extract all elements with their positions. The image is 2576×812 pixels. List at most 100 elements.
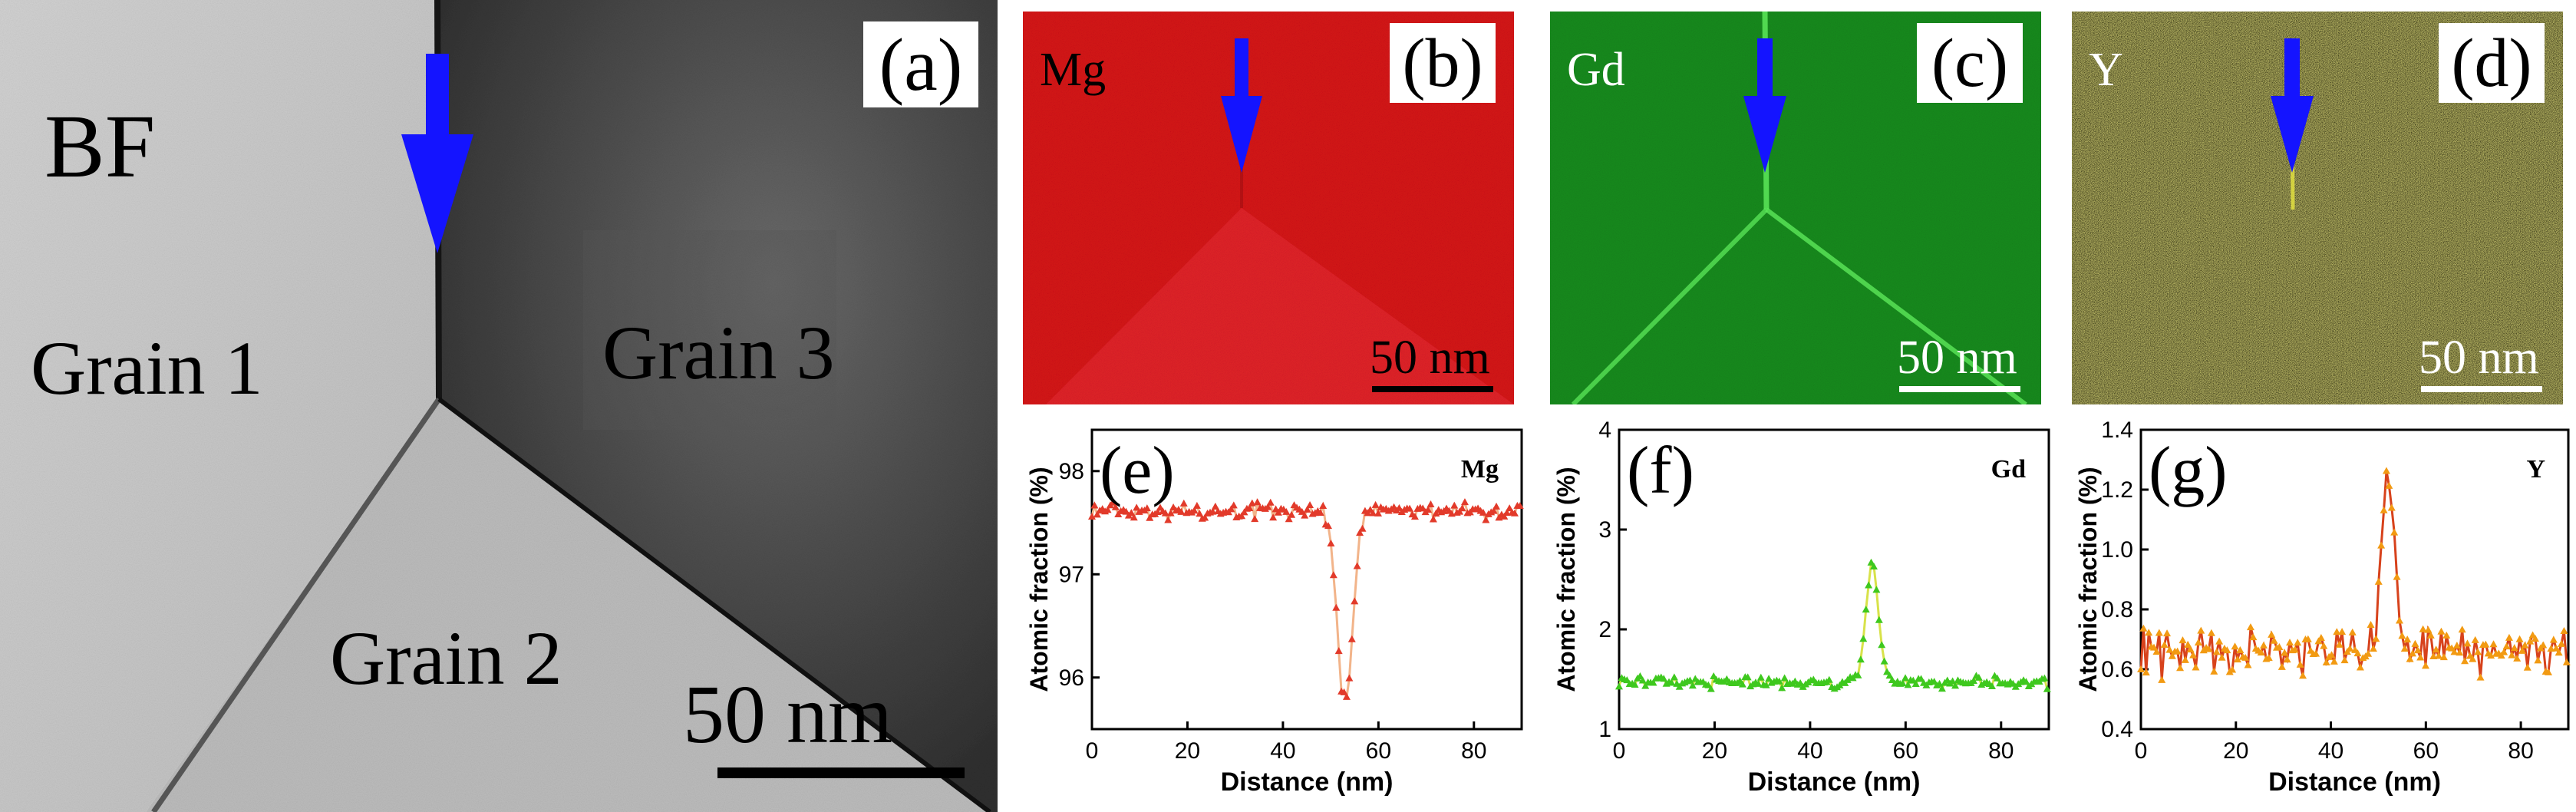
- profile-marker: [2145, 629, 2153, 636]
- profile-marker: [2461, 657, 2469, 665]
- profile-marker: [2403, 635, 2412, 643]
- profile-marker: [1269, 513, 1278, 521]
- profile-marker: [1301, 511, 1309, 519]
- profile-marker: [2452, 641, 2461, 649]
- profile-marker: [2291, 645, 2299, 653]
- profile-marker: [2338, 628, 2347, 635]
- profile-marker: [2377, 541, 2386, 549]
- profile-marker: [2160, 641, 2169, 649]
- profile-marker: [1859, 635, 1868, 642]
- profile-marker: [2333, 628, 2341, 635]
- profile-marker: [1502, 508, 1511, 516]
- x-tick-label: 0: [2135, 738, 2148, 764]
- y-tick-label: 2: [1598, 617, 1611, 642]
- panel-tag-b: (b): [1390, 23, 1496, 103]
- profile-marker: [2500, 648, 2508, 655]
- profile-marker: [1854, 671, 1862, 678]
- profile-marker: [1987, 682, 1996, 689]
- profile-marker: [1667, 678, 1676, 686]
- profile-marker: [2432, 645, 2440, 653]
- profile-marker: [1660, 675, 1668, 682]
- profile-marker: [1670, 673, 1678, 681]
- profile-marker: [2439, 653, 2448, 661]
- profile-marker: [2228, 665, 2237, 673]
- profile-marker: [2380, 506, 2388, 513]
- profile-marker: [2476, 673, 2485, 681]
- profile-marker: [2205, 645, 2213, 652]
- profile-marker: [2330, 657, 2338, 665]
- profile-marker: [1090, 501, 1099, 509]
- profile-marker: [1460, 498, 1469, 506]
- profile-marker: [2539, 641, 2548, 649]
- profile-marker: [2184, 640, 2192, 648]
- profile-marker: [2367, 620, 2375, 628]
- profile-marker: [2429, 652, 2438, 659]
- profile-marker: [1190, 507, 1199, 514]
- profile-marker: [1636, 672, 1644, 679]
- x-axis-label: Distance (nm): [1748, 767, 1921, 797]
- arrow-icon: [2271, 38, 2314, 173]
- x-axis-label: Distance (nm): [2268, 767, 2441, 797]
- profile-marker: [1649, 678, 1657, 686]
- scale-bar-c: [1899, 386, 2020, 392]
- profile-marker: [1743, 673, 1752, 681]
- profile-marker: [2150, 643, 2159, 651]
- y-axis-label: Atomic fraction (%): [1552, 467, 1580, 692]
- profile-marker: [1334, 647, 1343, 655]
- profile-marker: [2197, 626, 2205, 634]
- profile-marker: [1342, 692, 1351, 700]
- profile-marker: [2192, 663, 2200, 671]
- profile-marker: [1878, 641, 1886, 649]
- profile-marker: [2270, 636, 2278, 644]
- profile-marker: [2155, 629, 2163, 636]
- chart-e-mg-profile: 0 20 40 60 80 96 97 98 Distance (nm) Atomic fract…: [1023, 414, 1529, 812]
- profile-marker: [2236, 646, 2245, 654]
- profile-marker: [2489, 640, 2498, 648]
- profile-marker: [2400, 645, 2409, 652]
- profile-marker: [1374, 509, 1383, 517]
- element-label-gd: Gd: [1567, 44, 1625, 96]
- profile-marker: [2398, 632, 2406, 639]
- profile-marker: [2257, 649, 2265, 656]
- profile-marker: [2558, 639, 2566, 647]
- profile-marker: [2179, 636, 2187, 644]
- profile-marker: [2508, 651, 2516, 659]
- x-tick-label: 80: [2508, 738, 2533, 764]
- profile-marker: [1146, 513, 1154, 521]
- profile-marker: [1329, 571, 1337, 579]
- profile-marker: [2186, 645, 2195, 653]
- profile-marker: [2181, 655, 2189, 663]
- profile-marker: [2278, 662, 2286, 670]
- panel-tag-a: (a): [863, 21, 978, 107]
- profile-marker: [1492, 502, 1501, 510]
- profile-marker: [2424, 626, 2433, 633]
- profile-marker: [1427, 500, 1435, 507]
- profile-marker: [2458, 626, 2466, 633]
- grain-2-label: Grain 2: [330, 616, 562, 701]
- profile-marker: [2518, 646, 2526, 654]
- profile-marker: [1332, 603, 1341, 611]
- profile-marker: [2456, 649, 2464, 656]
- profile-line: [1618, 559, 2049, 692]
- profile-marker: [2390, 528, 2399, 536]
- panel-c-gd-map: (c) Gd 50 nm: [1550, 12, 2041, 404]
- x-tick-label: 40: [2318, 738, 2343, 764]
- profile-marker: [1765, 675, 1773, 682]
- panel-b-mg-map: (b) Mg 50 nm: [1023, 12, 1514, 404]
- mg-map-grain-2: [1046, 208, 1514, 404]
- profile-marker: [2259, 641, 2268, 649]
- profile-marker: [1177, 507, 1186, 515]
- profile-marker: [1775, 677, 1783, 685]
- profile-marker: [1285, 515, 1293, 523]
- x-tick-label: 40: [1797, 738, 1822, 764]
- chart-f-gd-profile: 0 20 40 60 80 1 2 3 4 Distance (nm) Atomic fractio…: [1550, 414, 2057, 812]
- profile-marker: [1862, 606, 1870, 613]
- profile-marker: [2411, 639, 2419, 647]
- scale-bar-d: [2421, 386, 2542, 392]
- scale-bar-b-label: 50 nm: [1370, 332, 1490, 384]
- profile-marker: [2312, 649, 2320, 657]
- profile-marker: [2348, 628, 2357, 635]
- y-tick-label: 96: [1059, 665, 1084, 691]
- profile-marker: [2552, 644, 2561, 652]
- profile-marker: [2369, 645, 2377, 652]
